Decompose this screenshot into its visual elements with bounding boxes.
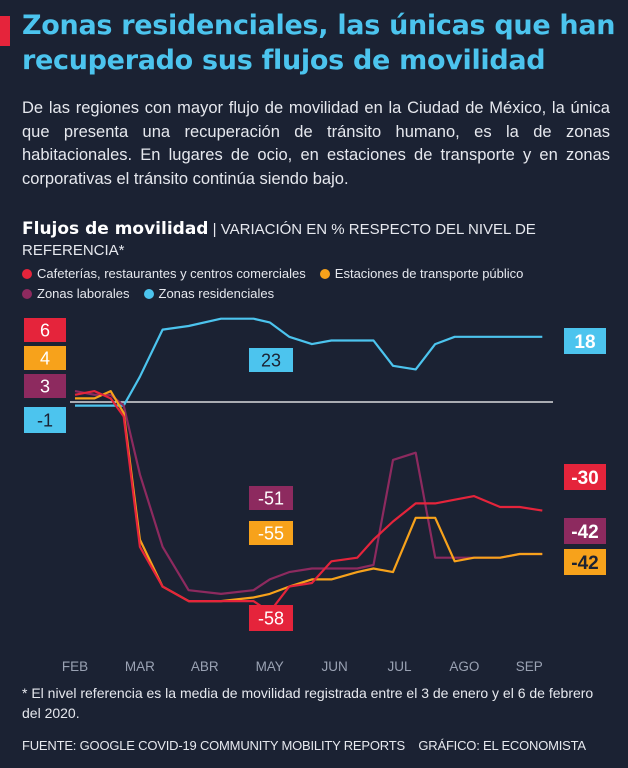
page-title: Zonas residenciales, las únicas que han … [22,10,616,76]
chart-legend: Cafeterías, restaurantes y centros comer… [22,264,612,304]
value-label-cafeterias-last-box [564,464,606,490]
source-line: FUENTE: GOOGLE COVID-19 COMMUNITY MOBILI… [22,737,612,755]
value-label-laborales-min: -51 [258,488,284,508]
mobility-line-chart: FEB MAR ABR MAY JUN JUL AGO SEP 6 4 3 -1 23 -51 -55 -58… [24,317,606,674]
chart-subtitle: VARIACIÓN EN % RESPECTO DEL NIVEL DE REF… [22,221,536,259]
value-label-cafeterias-first: 6 [40,320,50,340]
credit-text: GRÁFICO: EL ECONOMISTA [418,738,586,753]
x-tick-label-may: MAY [256,659,284,674]
series-line-cafeterias [74,389,543,614]
value-label-transporte-first-box [24,346,66,370]
value-label-cafeterias-first-box [24,318,66,342]
value-label-laborales-min-box [249,486,293,510]
x-tick-label-feb: FEB [62,659,88,674]
series-line-laborales [74,390,543,595]
value-label-cafeterias-last: -30 [571,468,598,489]
value-label-residenciales-last: 18 [574,332,595,353]
value-label-laborales-first: 3 [40,376,50,396]
legend-item-laborales: Zonas laborales [22,284,130,304]
value-label-residenciales-last-box [564,328,606,354]
legend-label-laborales: Zonas laborales [37,286,130,301]
legend-dot-orange [319,269,330,279]
value-label-residenciales-max: 23 [261,350,281,370]
value-label-transporte-min: -55 [258,523,284,543]
x-tick-label-jun: JUN [321,659,347,674]
value-label-transporte-min-box [249,521,293,545]
value-label-transporte-last-box [564,549,606,575]
legend-label-transporte: Estaciones de transporte público [334,266,524,281]
chart-title: Flujos de movilidad [22,219,209,239]
legend-item-transporte: Estaciones de transporte público [319,264,524,284]
value-label-cafeterias-min: -58 [258,608,284,628]
legend-dot-blue [143,289,154,299]
source-text: FUENTE: GOOGLE COVID-19 COMMUNITY MOBILI… [22,738,405,753]
value-label-transporte-last: -42 [571,553,598,574]
legend-dot-purple [22,289,32,299]
series-line-residenciales [75,317,543,407]
intro-paragraph: De las regiones con mayor flujo de movil… [22,99,610,188]
x-tick-label-sep: SEP [516,659,543,674]
x-tick-label-mar: MAR [125,659,155,674]
title-accent-bar [0,16,10,46]
value-label-cafeterias-min-box [249,605,293,631]
value-label-residenciales-first: -1 [37,410,53,430]
footnote: * El nivel referencia es la media de mov… [22,685,594,721]
x-tick-label-jul: JUL [387,659,411,674]
x-tick-label-abr: ABR [191,659,219,674]
value-label-laborales-last-box [564,518,606,544]
legend-dot-red [22,269,32,279]
chart-header: Flujos de movilidad | VARIACIÓN EN % RES… [22,219,612,261]
value-label-laborales-last: -42 [571,522,598,543]
value-label-residenciales-first-box [24,407,66,433]
value-label-transporte-first: 4 [40,348,50,368]
value-label-laborales-first-box [24,374,66,398]
value-label-residenciales-max-box [249,348,293,372]
legend-label-cafeterias: Cafeterías, restaurantes y centros comer… [37,266,306,281]
chart-header-separator: | [212,221,217,238]
legend-label-residenciales: Zonas residenciales [158,286,275,301]
x-tick-label-ago: AGO [449,659,479,674]
legend-item-residenciales: Zonas residenciales [143,284,275,304]
legend-item-cafeterias: Cafeterías, restaurantes y centros comer… [22,264,306,284]
